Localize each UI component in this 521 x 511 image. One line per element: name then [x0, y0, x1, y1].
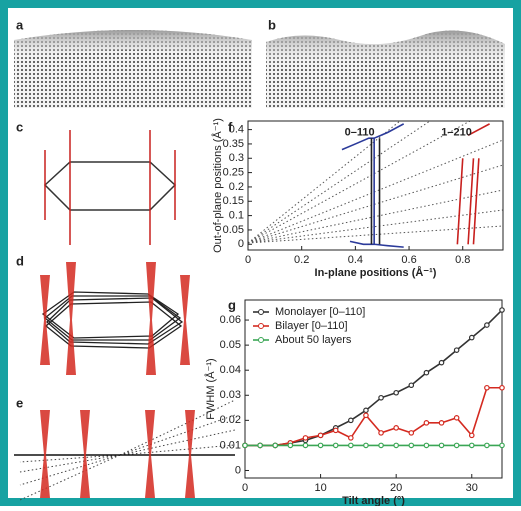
legend-marker	[258, 323, 264, 329]
point	[378, 430, 384, 436]
series-line	[341, 123, 405, 248]
point	[332, 442, 339, 449]
y-tick-label: 0.4	[229, 124, 244, 136]
dotted-fan-e	[19, 399, 236, 501]
point	[453, 415, 460, 421]
x-axis-label: Tilt angle (°)	[342, 495, 405, 506]
point	[453, 347, 460, 353]
point	[499, 384, 505, 391]
point	[378, 442, 384, 449]
y-tick-label: 0.03	[220, 389, 241, 401]
point	[393, 425, 399, 431]
annotation: 0–110	[345, 126, 375, 138]
y-tick-label: 0	[235, 464, 241, 476]
point	[363, 412, 369, 419]
point	[302, 435, 309, 441]
y-tick-label: 0.3	[229, 152, 244, 164]
x-axis-label: In-plane positions (Å⁻¹)	[315, 266, 437, 279]
panel-label: c	[16, 119, 23, 134]
x-tick-label: 0	[245, 254, 251, 266]
point	[499, 307, 505, 313]
point	[363, 442, 369, 449]
point	[317, 432, 324, 439]
point	[393, 389, 399, 396]
legend-label: About 50 layers	[275, 334, 352, 346]
plot-frame	[247, 120, 504, 251]
panel-label: e	[16, 395, 23, 410]
panel-label: d	[16, 253, 24, 268]
panel-label: b	[268, 17, 276, 32]
y-tick-label: 0.02	[220, 414, 241, 426]
point	[423, 369, 430, 376]
hexagon-c	[43, 130, 177, 245]
point	[393, 442, 399, 449]
point	[438, 359, 445, 366]
point	[287, 442, 294, 449]
x-tick-label: 20	[390, 482, 402, 494]
point	[272, 442, 279, 449]
series-line	[370, 138, 381, 245]
point	[484, 384, 490, 391]
x-tick-label: 0.6	[401, 254, 416, 266]
legend-label: Monolayer [0–110]	[275, 306, 365, 318]
panel-label: a	[16, 17, 24, 32]
point	[408, 382, 415, 389]
series-line	[456, 123, 490, 245]
point	[423, 420, 430, 426]
point	[468, 432, 475, 439]
x-tick-label: 0.2	[294, 254, 309, 266]
y-tick-label: 0.04	[220, 364, 241, 376]
x-tick-label: 0.4	[348, 254, 363, 266]
y-tick-label: 0.15	[223, 195, 244, 207]
y-tick-label: 0.05	[223, 224, 244, 236]
lattice-b	[265, 30, 505, 108]
x-tick-label: 0	[242, 482, 248, 494]
lattice-a	[14, 30, 252, 108]
x-tick-label: 30	[466, 482, 478, 494]
legend-label: Bilayer [0–110]	[275, 320, 348, 332]
annotation: 1–210	[441, 126, 472, 138]
legend-marker	[258, 309, 264, 315]
x-tick-label: 0.8	[455, 254, 470, 266]
point	[302, 442, 309, 449]
panel-label: g	[228, 297, 236, 312]
x-tick-label: 10	[314, 482, 326, 494]
y-tick-label: 0.1	[229, 210, 244, 222]
point	[408, 430, 415, 436]
point	[453, 442, 460, 449]
point	[438, 442, 445, 449]
point	[423, 442, 430, 449]
panel-label: f	[228, 119, 233, 134]
hourglasses-e	[40, 410, 195, 498]
point	[484, 322, 490, 328]
y-tick-label: 0.2	[229, 181, 244, 193]
point	[257, 442, 263, 449]
y-tick-label: 0.35	[223, 138, 244, 150]
y-tick-label: 0.01	[220, 439, 241, 451]
point	[438, 420, 445, 426]
hourglasses-d	[40, 262, 190, 375]
point	[378, 394, 384, 401]
y-tick-label: 0.25	[223, 167, 244, 179]
point	[468, 442, 475, 449]
point	[484, 442, 490, 449]
y-axis-label: Out-of-plane positions (Å⁻¹)	[211, 118, 224, 253]
point	[499, 442, 505, 449]
point	[363, 407, 369, 414]
y-tick-label: 0.06	[220, 314, 241, 326]
point	[348, 442, 354, 449]
point	[408, 442, 415, 449]
point	[332, 427, 339, 434]
y-tick-label: 0.05	[220, 339, 241, 351]
point	[348, 435, 354, 441]
point	[348, 417, 354, 424]
legend-marker	[258, 337, 264, 343]
point	[317, 442, 324, 449]
point	[242, 442, 248, 449]
y-axis-label: FWHM (Å⁻¹)	[204, 358, 217, 419]
y-tick-label: 0	[238, 238, 244, 250]
point	[468, 334, 475, 341]
